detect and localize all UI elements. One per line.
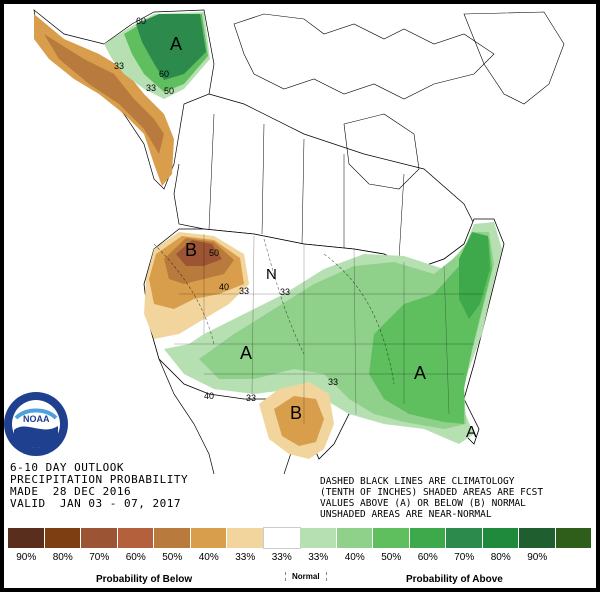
outlook-note: DASHED BLACK LINES ARE CLIMATOLOGY (TENT…: [320, 476, 543, 520]
note-line: (TENTH OF INCHES) SHADED AREAS ARE FCST: [320, 487, 544, 498]
texas-below-label: B: [290, 403, 302, 423]
province-lines: [208, 113, 405, 260]
note-line: DASHED BLACK LINES ARE CLIMATOLOGY: [320, 476, 515, 487]
precipitation-outlook-map: A B A A B A N 60 60 50 33 33 50 40 33 33…: [4, 4, 596, 524]
noaa-logo-text: NOAA: [23, 414, 50, 424]
greenland: [463, 11, 565, 105]
legend-swatch: [8, 528, 45, 548]
legend-label: 40%: [344, 552, 365, 563]
note-line: VALUES ABOVE (A) OR BELOW (B) NORMAL: [320, 498, 526, 509]
alaska-brown-below-inner: [44, 34, 164, 154]
contour-label: 33: [146, 83, 156, 93]
legend-label: 40%: [198, 552, 219, 563]
outlook-info: 6-10 DAY OUTLOOK PRECIPITATION PROBABILI…: [10, 462, 188, 510]
legend-label: 50%: [162, 552, 183, 563]
legend-swatch: [190, 528, 227, 548]
outlook-title: 6-10 DAY OUTLOOK: [10, 461, 124, 474]
west-below-60: [176, 240, 222, 266]
southwest-above-label: A: [240, 343, 252, 363]
noaa-seal-icon: [4, 392, 68, 456]
legend-swatch: [262, 527, 301, 549]
legend-swatch: [482, 528, 519, 548]
legend-swatches: [8, 527, 592, 549]
legend-label: 33%: [271, 552, 292, 563]
texas-below-40: [274, 396, 324, 446]
legend-labels: 90% 80% 70% 60% 50% 40% 33% 33% 33% 40% 50% 60% 70% 8…: [8, 552, 592, 563]
alaska-above-label: A: [170, 34, 182, 54]
legend-label: 33%: [308, 552, 329, 563]
legend-swatch: [117, 528, 154, 548]
southeast-above-label: A: [414, 363, 426, 383]
legend-label: 50%: [381, 552, 402, 563]
climatology-lines: [153, 238, 395, 385]
contour-label: 33: [239, 286, 249, 296]
legend-label: 70%: [454, 552, 475, 563]
above-caption: Probability of Above: [406, 574, 503, 585]
west-below-label: B: [185, 240, 197, 260]
contour-label: 60: [136, 16, 146, 26]
north-america-map: A B A A B A N 60 60 50 33 33 50 40 33 33…: [33, 9, 565, 475]
outlook-variable: PRECIPITATION PROBABILITY: [10, 473, 189, 486]
probability-legend: 90% 80% 70% 60% 50% 40% 33% 33% 33% 40% 50% 60% 70% 8…: [4, 524, 596, 588]
legend-swatch: [373, 528, 410, 548]
normal-label: N: [266, 266, 277, 283]
contour-label: 33: [280, 287, 290, 297]
contour-label: 40: [204, 391, 214, 401]
legend-label: 90%: [16, 552, 37, 563]
contour-label: 33: [114, 61, 124, 71]
legend-swatch: [44, 528, 81, 548]
legend-swatch: [409, 528, 446, 548]
alaska-green-above-dark: [136, 14, 206, 80]
legend-swatch: [81, 528, 118, 548]
contour-label: 50: [164, 86, 174, 96]
contour-label: 33: [328, 377, 338, 387]
legend-label: 80%: [490, 552, 511, 563]
contour-label: 33: [246, 393, 256, 403]
legend-swatch: [154, 528, 191, 548]
legend-label: 90%: [527, 552, 548, 563]
legend-swatch: [555, 528, 592, 548]
northeast-above-label: A: [466, 424, 477, 441]
state-lines: [174, 234, 484, 424]
arctic-islands: [233, 13, 495, 100]
legend-label: 33%: [235, 552, 256, 563]
below-caption: Probability of Below: [96, 574, 193, 585]
outlook-valid-dates: VALID JAN 03 - 07, 2017: [10, 497, 181, 510]
contour-label: 50: [209, 248, 219, 258]
outlook-made-date: MADE 28 DEC 2016: [10, 485, 132, 498]
contour-label: 40: [219, 282, 229, 292]
noaa-logo: NOAA: [2, 390, 70, 458]
legend-label: 60%: [417, 552, 438, 563]
legend-label: 80%: [52, 552, 73, 563]
legend-swatch: [446, 528, 483, 548]
legend-swatch: [300, 528, 337, 548]
normal-caption: Normal: [285, 572, 327, 581]
note-line: UNSHADED AREAS ARE NEAR-NORMAL: [320, 509, 492, 520]
hudson-bay: [343, 113, 420, 190]
legend-label: [556, 552, 593, 563]
legend-swatch: [227, 528, 264, 548]
legend-swatch: [519, 528, 556, 548]
legend-swatch: [336, 528, 373, 548]
normal-wedge: [164, 284, 289, 349]
northeast-above-60: [459, 232, 490, 319]
legend-label: 60%: [125, 552, 146, 563]
legend-label: 70%: [89, 552, 110, 563]
contour-label: 60: [159, 69, 169, 79]
